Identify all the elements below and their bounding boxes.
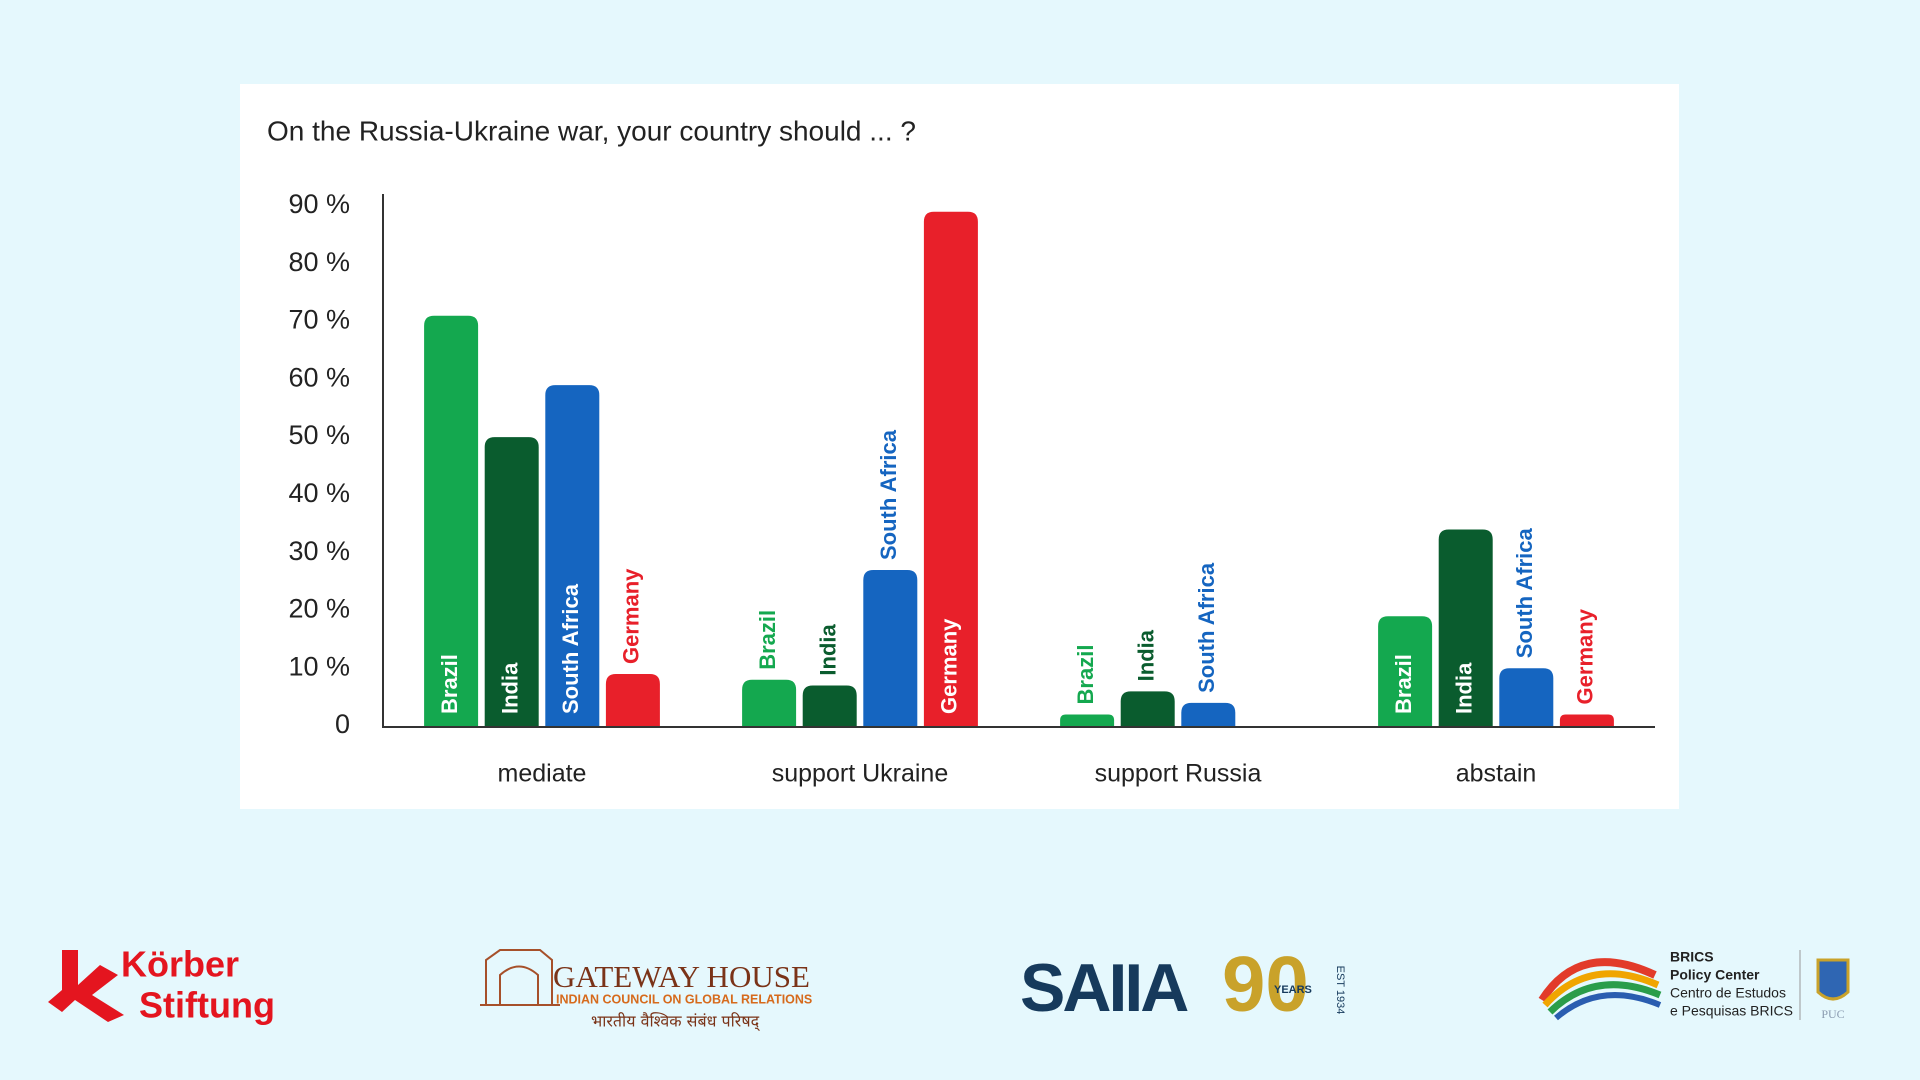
- bar-series-label: India: [1134, 629, 1159, 681]
- bar: [1438, 529, 1493, 726]
- gateway-logo: GATEWAY HOUSE INDIAN COUNCIL ON GLOBAL R…: [480, 949, 812, 1033]
- x-tick-label: abstain: [1456, 760, 1537, 788]
- bar-series-label: Brazil: [437, 654, 462, 714]
- y-tick-label: 30 %: [288, 536, 350, 566]
- saiia-years: YEARS: [1274, 984, 1312, 996]
- bar-series-label: Germany: [619, 568, 644, 664]
- korber-text: Stiftung: [139, 985, 275, 1026]
- bar-series-label: Germany: [937, 618, 962, 714]
- bar: [1181, 702, 1236, 726]
- bar: [923, 211, 978, 726]
- bar-series-label: South Africa: [1194, 562, 1219, 693]
- gateway-subtitle: INDIAN COUNCIL ON GLOBAL RELATIONS: [556, 992, 812, 1006]
- gateway-icon: [480, 949, 560, 1006]
- bar: [605, 674, 660, 726]
- korber-icon: [48, 950, 124, 1022]
- chart-title: On the Russia-Ukraine war, your country …: [267, 115, 916, 146]
- puc-text: PUC: [1821, 1007, 1844, 1021]
- bar: [742, 679, 797, 726]
- gateway-hindi: भारतीय वैश्विक संबंध परिषद्: [591, 1012, 761, 1033]
- korber-text: Körber: [121, 944, 239, 985]
- korber-logo: Körber Stiftung: [48, 944, 275, 1026]
- saiia-name: SAIIA: [1020, 950, 1188, 1026]
- brics-name: BRICS: [1670, 949, 1714, 965]
- bar: [1378, 616, 1433, 726]
- bar-series-label: Brazil: [1073, 645, 1098, 705]
- bar: [1559, 714, 1614, 726]
- bar-series-label: South Africa: [876, 429, 901, 560]
- brics-line: Centro de Estudos: [1670, 985, 1786, 1001]
- bar-series-label: India: [816, 623, 841, 675]
- puc-crest: [1816, 958, 1850, 1001]
- y-tick-label: 60 %: [288, 362, 350, 392]
- saiia-logo: SAIIA 90 YEARS EST 1934: [1020, 940, 1346, 1028]
- gateway-name: GATEWAY HOUSE: [553, 959, 810, 994]
- bar-series-label: Germany: [1573, 608, 1598, 704]
- y-tick-label: 50 %: [288, 420, 350, 450]
- y-tick-label: 40 %: [288, 478, 350, 508]
- bar-series-label: India: [498, 662, 523, 714]
- bar-series-label: South Africa: [1512, 527, 1537, 658]
- brics-line: Policy Center: [1670, 967, 1760, 983]
- saiia-est: EST 1934: [1334, 966, 1346, 1015]
- bar-series-label: Brazil: [1391, 654, 1416, 714]
- brics-line: e Pesquisas BRICS: [1670, 1003, 1793, 1019]
- y-tick-label: 70 %: [288, 305, 350, 335]
- bar: [424, 315, 479, 726]
- bar: [1499, 668, 1554, 726]
- bar: [1120, 691, 1175, 726]
- x-tick-label: support Ukraine: [772, 760, 948, 788]
- bar: [802, 685, 857, 726]
- y-tick-label: 80 %: [288, 247, 350, 277]
- y-tick-label: 0: [335, 709, 350, 739]
- bar-series-label: South Africa: [558, 583, 583, 714]
- bar: [1060, 714, 1115, 726]
- brics-logo: BRICS Policy Center Centro de Estudos e …: [1538, 949, 1850, 1021]
- x-tick-label: support Russia: [1095, 760, 1262, 788]
- bar: [545, 385, 600, 726]
- brics-swoosh: [1547, 981, 1662, 1015]
- brics-swoosh: [1542, 970, 1660, 1008]
- x-tick-label: mediate: [498, 760, 587, 788]
- bar-series-label: Brazil: [755, 610, 780, 670]
- brics-swoosh: [1538, 958, 1657, 1003]
- brics-swoosh: [1554, 992, 1662, 1021]
- saiia-90: 90: [1222, 940, 1309, 1028]
- bar: [484, 437, 539, 726]
- y-tick-label: 10 %: [288, 651, 350, 681]
- bar-series-label: India: [1452, 662, 1477, 714]
- y-tick-label: 90 %: [288, 189, 350, 219]
- bar: [863, 570, 918, 726]
- y-tick-label: 20 %: [288, 594, 350, 624]
